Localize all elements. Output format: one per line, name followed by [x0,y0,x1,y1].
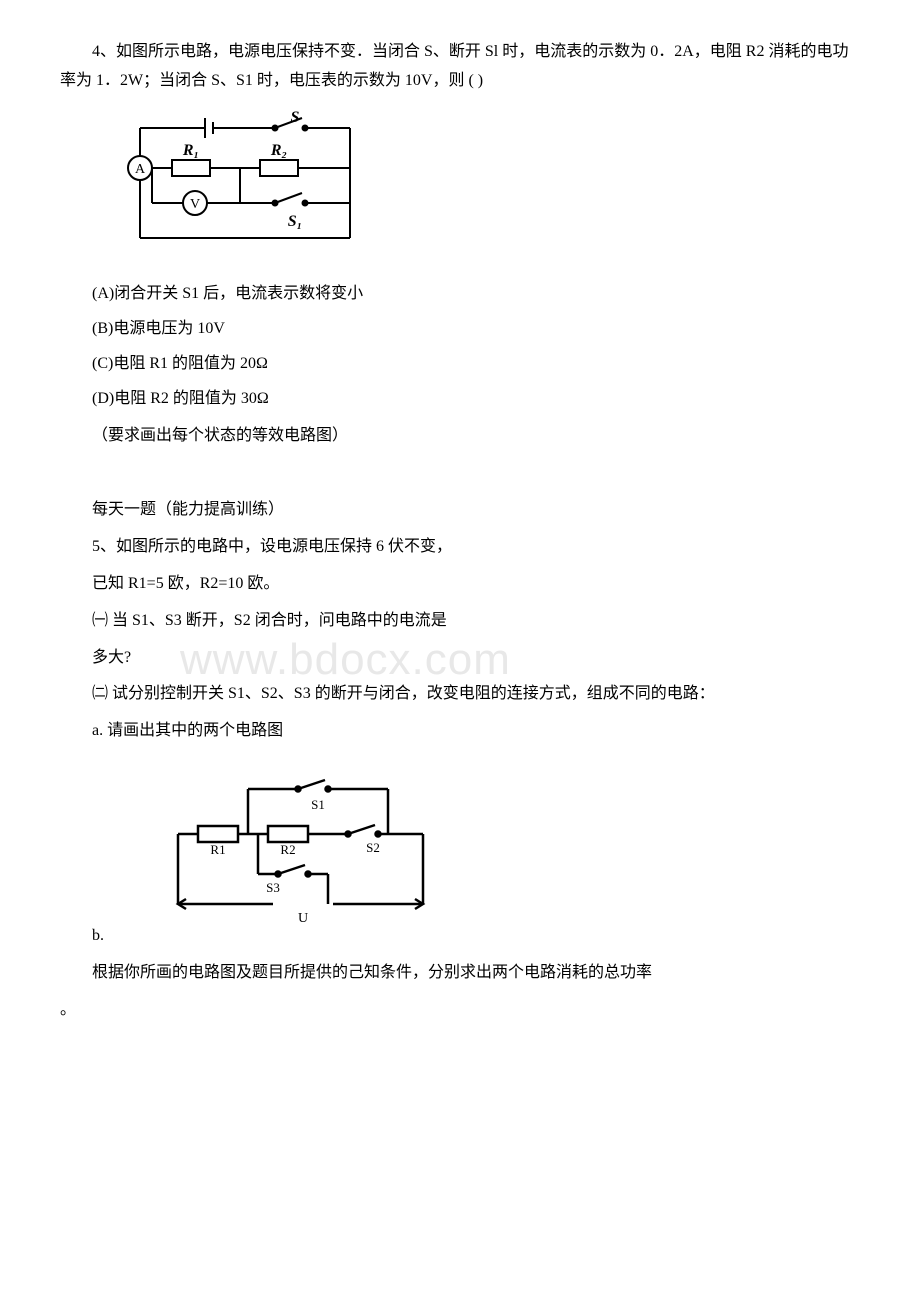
r1-label: R₁ [182,142,199,159]
q5-b-row: b. [60,764,860,951]
q5-s3-label: S3 [266,880,280,895]
q4-option-c: (C)电阻 R1 的阻值为 20Ω [60,350,860,379]
ammeter-label: A [135,162,146,177]
q5-line3: ㈠ 当 S1、S3 断开，S2 闭合时，问电路中的电流是 [60,607,860,636]
q4-option-d: (D)电阻 R2 的阻值为 30Ω [60,385,860,414]
q5-tail: 。 [60,996,860,1025]
q5-r1-label: R1 [210,842,225,857]
q4-note: （要求画出每个状态的等效电路图） [60,422,860,451]
q5-s1-label: S1 [311,797,325,812]
q5-line1: 5、如图所示的电路中，设电源电压保持 6 伏不变， [60,533,860,562]
s1-label: S₁ [288,213,302,230]
q4-circuit-diagram: A V R₁ R₂ S S₁ [110,108,860,269]
section-heading: 每天一题（能力提高训练） [60,496,860,525]
s-label: S [291,109,300,126]
q5-line4: 多大? [60,644,860,673]
q5-part-b-prefix: b. [92,922,104,951]
voltmeter-label: V [190,197,200,212]
q5-u-label: U [298,911,308,926]
q5-line5: ㈡ 试分别控制开关 S1、S2、S3 的断开与闭合，改变电阻的连接方式，组成不同… [60,680,860,709]
r2-label: R₂ [270,142,287,159]
q5-part-a: a. 请画出其中的两个电路图 [60,717,860,746]
q4-option-b: (B)电源电压为 10V [60,315,860,344]
q5-s2-label: S2 [366,840,380,855]
q5-line2: 已知 R1=5 欧，R2=10 欧。 [60,570,860,599]
q5-circuit-diagram: S1 R1 R2 S2 S3 U [158,774,448,945]
q5-r2-label: R2 [280,842,295,857]
q4-option-a: (A)闭合开关 S1 后，电流表示数将变小 [60,280,860,309]
q5-part-b-text: 根据你所画的电路图及题目所提供的己知条件，分别求出两个电路消耗的总功率 [60,959,860,988]
q4-text: 4、如图所示电路，电源电压保持不变．当闭合 S、断开 Sl 时，电流表的示数为 … [60,38,860,96]
